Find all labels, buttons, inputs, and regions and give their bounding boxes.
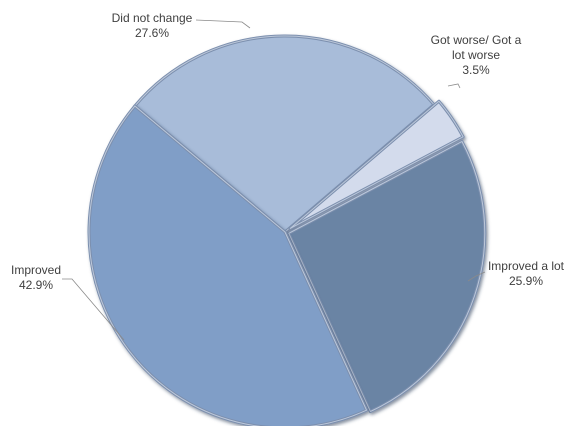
- slice-category-text: Got worse/ Got a: [431, 33, 522, 47]
- slice-data-label: Got worse/ Got a lot worse 3.5%: [431, 33, 522, 77]
- slice-category-text: lot worse: [452, 48, 500, 62]
- slice-category-text: Improved a lot: [488, 259, 565, 273]
- slice-value-text: 42.9%: [19, 278, 53, 292]
- slice-category-text: Did not change: [112, 11, 193, 25]
- leader-line: [62, 278, 125, 341]
- leader-lines-layer: [62, 19, 486, 341]
- slices-layer: [87, 34, 487, 430]
- leader-line: [447, 83, 461, 89]
- pie-slice-group: [133, 34, 436, 234]
- labels-layer: Did not change 27.6% Got worse/ Got a lot w…: [11, 11, 565, 292]
- slice-value-text: 25.9%: [509, 274, 543, 288]
- leader-line: [195, 19, 251, 29]
- slice-data-label: Did not change 27.6%: [112, 11, 193, 40]
- pie-slice-group: [287, 139, 487, 413]
- pie-slice-bevel: [134, 35, 435, 233]
- pie-slice-bevel: [288, 140, 486, 413]
- slice-value-text: 3.5%: [462, 63, 490, 77]
- slice-data-label: Improved 42.9%: [11, 263, 61, 292]
- leader-line: [467, 271, 486, 282]
- slice-category-text: Improved: [11, 263, 61, 277]
- pie-slice-group: [288, 99, 465, 231]
- pie-slice-bevel: [289, 100, 464, 230]
- slice-value-text: 27.6%: [135, 26, 169, 40]
- slice-data-label: Improved a lot 25.9%: [488, 259, 565, 288]
